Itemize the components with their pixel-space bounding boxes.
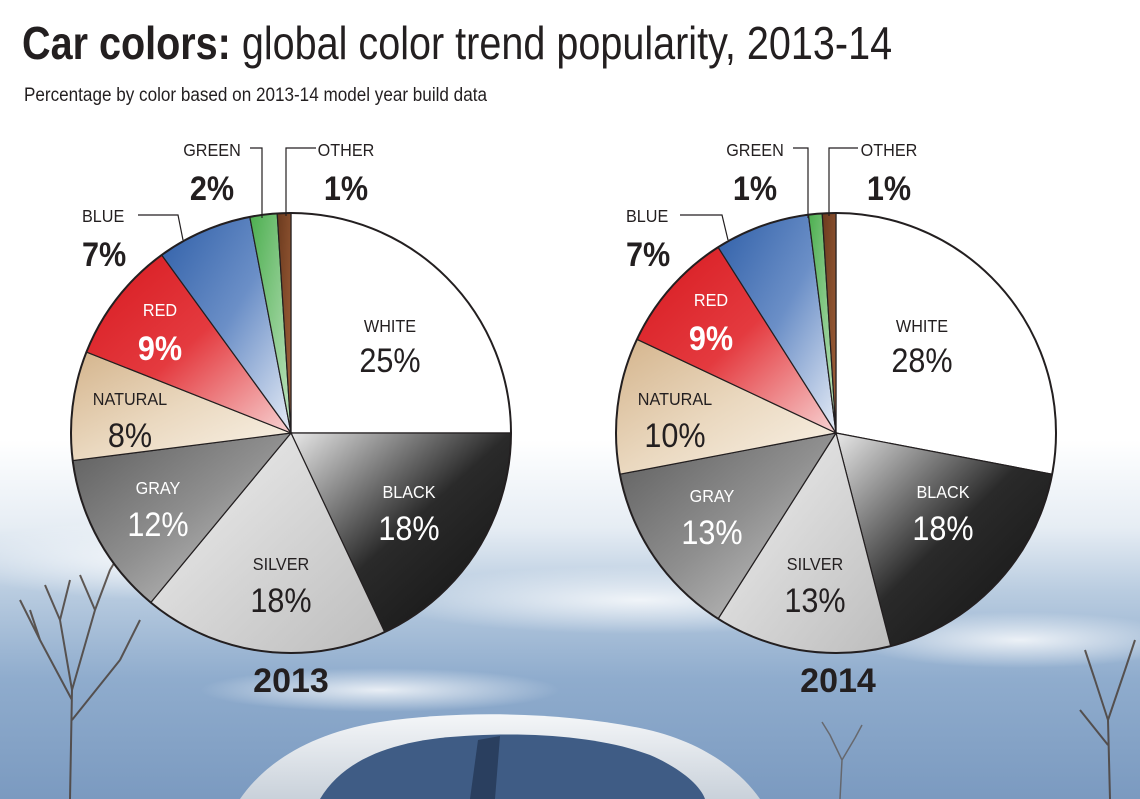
tree-right: [1079, 639, 1136, 799]
chart-subtitle: Percentage by color based on 2013-14 mod…: [24, 85, 487, 106]
slice-value-red-2013: 9%: [138, 330, 182, 368]
slice-label-black-2014: BLACK: [916, 482, 970, 502]
car-silhouette: [240, 714, 760, 799]
slice-label-natural-2014: NATURAL: [638, 389, 712, 409]
slice-label-gray-2013: GRAY: [136, 478, 181, 498]
leader-line-other-2014: [828, 147, 858, 216]
slice-value-other-2014: 1%: [867, 170, 911, 208]
slice-value-silver-2013: 18%: [250, 582, 311, 620]
slice-label-silver-2013: SILVER: [253, 554, 309, 574]
slice-label-other-2014: OTHER: [861, 140, 918, 160]
slice-label-white-2014: WHITE: [896, 316, 948, 336]
slice-label-green-2013: GREEN: [183, 140, 241, 160]
slice-value-red-2014: 9%: [689, 320, 733, 358]
pie-outline-2013: [70, 212, 512, 654]
slice-label-blue-2014: BLUE: [626, 206, 668, 226]
slice-value-black-2014: 18%: [912, 510, 973, 548]
slice-value-other-2013: 1%: [324, 170, 368, 208]
slice-label-other-2013: OTHER: [318, 140, 375, 160]
slice-value-green-2014: 1%: [733, 170, 777, 208]
leader-line-green-2014: [793, 147, 809, 218]
slice-value-white-2013: 25%: [359, 342, 420, 380]
slice-value-silver-2014: 13%: [784, 582, 845, 620]
slice-value-natural-2014: 10%: [644, 417, 705, 455]
slice-label-black-2013: BLACK: [382, 482, 436, 502]
title-bold: Car colors:: [22, 17, 231, 69]
slice-label-silver-2014: SILVER: [787, 554, 843, 574]
slice-value-black-2013: 18%: [378, 510, 439, 548]
slice-value-green-2013: 2%: [190, 170, 234, 208]
year-label-2014: 2014: [800, 662, 876, 700]
slice-label-blue-2013: BLUE: [82, 206, 124, 226]
slice-value-white-2014: 28%: [891, 342, 952, 380]
slice-value-gray-2013: 12%: [127, 506, 188, 544]
year-label-2013: 2013: [253, 662, 329, 700]
leader-line-blue-2014: [680, 214, 729, 241]
title-rest: global color trend popularity, 2013-14: [230, 17, 893, 69]
chart-title: Car colors: global color trend popularit…: [22, 14, 892, 72]
slice-label-green-2014: GREEN: [726, 140, 784, 160]
slice-label-natural-2013: NATURAL: [93, 389, 167, 409]
slice-label-gray-2014: GRAY: [690, 486, 735, 506]
leader-line-other-2013: [285, 147, 316, 216]
slice-label-red-2013: RED: [143, 300, 177, 320]
pie-chart-2013: WHITE 25% BLACK 18% SILVER 18% GRAY 12% NATURAL 8…: [70, 140, 512, 700]
tree-middle: [821, 721, 863, 799]
pie-outline-2014: [615, 212, 1057, 654]
leader-line-blue-2013: [138, 214, 184, 241]
slice-label-white-2013: WHITE: [364, 316, 416, 336]
slice-label-red-2014: RED: [694, 290, 728, 310]
slice-value-blue-2013: 7%: [82, 236, 126, 274]
leader-line-green-2013: [250, 147, 263, 218]
slice-value-gray-2014: 13%: [681, 514, 742, 552]
slice-value-blue-2014: 7%: [626, 236, 670, 274]
slice-value-natural-2013: 8%: [108, 417, 152, 455]
pie-chart-2014: WHITE 28% BLACK 18% SILVER 13% GRAY 13% NATURAL 1…: [615, 140, 1057, 700]
